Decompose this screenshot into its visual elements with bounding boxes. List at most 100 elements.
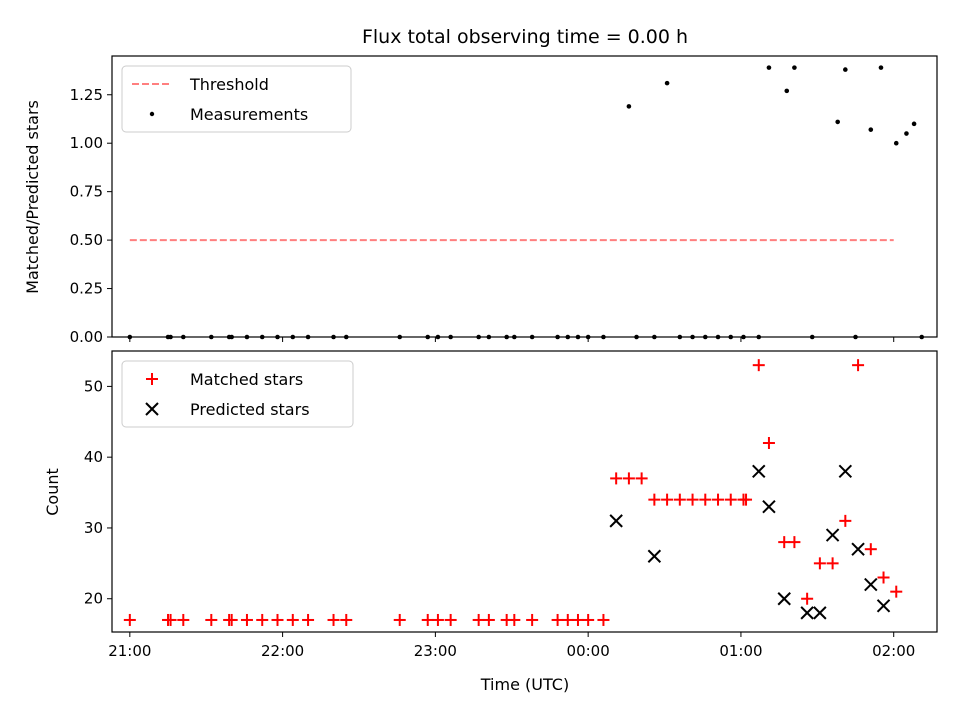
bottom-xtick-label: 01:00 — [719, 642, 762, 660]
matched-stars-point — [686, 493, 699, 506]
bottom-ytick-label: 50 — [84, 377, 103, 395]
measurements-point — [878, 65, 884, 70]
matched-stars-point — [551, 613, 564, 626]
matched-stars-point — [482, 613, 495, 626]
matched-stars-point — [890, 585, 903, 598]
legend-threshold-label: Threshold — [189, 75, 269, 94]
matched-stars-point — [852, 359, 865, 372]
matched-stars-point — [661, 493, 674, 506]
predicted-stars-point — [647, 549, 662, 563]
matched-stars-point — [582, 613, 595, 626]
measurements-point — [843, 67, 848, 72]
legend-predicted-swatch — [145, 402, 159, 416]
matched-stars-point — [712, 493, 725, 506]
matched-stars-point — [256, 613, 269, 626]
matched-stars-point — [177, 613, 190, 626]
legend-matched-label: Matched stars — [190, 370, 303, 389]
bottom-panel-axes: 20 30 40 50 21:00 22:00 23:00 00:00 01:00 02:00 — [84, 377, 915, 660]
bottom-legend-box — [121, 360, 354, 428]
legend-measurements-swatch — [149, 111, 155, 117]
matched-stars-point — [431, 613, 444, 626]
measurements-point — [868, 127, 874, 132]
measurements-point — [626, 104, 632, 109]
matched-stars-point — [752, 359, 765, 372]
matched-stars-point — [788, 536, 801, 549]
matched-stars-point — [571, 613, 584, 626]
top-panel-axes: 0.00 0.25 0.50 0.75 1.00 1.25 — [70, 86, 895, 346]
measurements-point — [911, 121, 917, 127]
matched-stars-point — [225, 613, 238, 626]
bottom-ytick-label: 30 — [84, 519, 103, 537]
top-ytick-label: 1.00 — [70, 134, 103, 152]
matched-stars-point — [327, 613, 340, 626]
top-legend-box — [121, 65, 352, 133]
matched-stars-point — [826, 557, 839, 570]
matched-stars-point — [673, 493, 686, 506]
matched-stars-point — [839, 514, 852, 527]
top-ytick-label: 1.25 — [70, 86, 103, 104]
bottom-xtick-label: 23:00 — [414, 642, 457, 660]
top-panel-ylabel: Matched/Predicted stars — [23, 100, 42, 294]
measurements-point — [784, 88, 790, 94]
matched-stars-point — [421, 613, 434, 626]
top-panel: Flux total observing time = 0.00 h Match… — [23, 26, 938, 346]
matched-stars-point — [526, 613, 539, 626]
matched-stars-point — [597, 613, 610, 626]
matched-stars-point — [444, 613, 457, 626]
bottom-panel-ylabel: Count — [43, 468, 62, 516]
measurements-point — [792, 65, 797, 70]
top-ytick-label: 0.00 — [70, 328, 103, 346]
matched-stars-point — [205, 613, 218, 626]
predicted-stars-point — [825, 528, 840, 542]
predicted-stars-point — [864, 577, 878, 592]
predicted-stars-point — [800, 606, 814, 620]
predicted-stars-point — [609, 514, 623, 528]
top-ytick-label: 0.50 — [70, 231, 103, 249]
matched-stars-point — [877, 571, 890, 584]
top-ytick-label: 0.25 — [70, 280, 103, 298]
matched-stars-point — [762, 437, 775, 450]
measurements-point — [904, 131, 909, 136]
bottom-xtick-label: 02:00 — [872, 642, 915, 660]
matched-stars-point — [240, 613, 253, 626]
legend-measurements-label: Measurements — [190, 105, 308, 124]
predicted-stars-point — [876, 599, 891, 613]
matched-stars-point — [164, 613, 177, 626]
matched-stars-point — [393, 613, 406, 626]
measurements-point — [893, 140, 899, 146]
predicted-stars-point — [813, 606, 827, 620]
matched-stars-point — [508, 613, 521, 626]
matched-stars-point — [340, 613, 353, 626]
predicted-stars-point — [851, 542, 865, 556]
matched-stars-point — [271, 613, 284, 626]
matched-stars-point — [622, 472, 635, 485]
legend-predicted-label: Predicted stars — [190, 400, 310, 419]
matched-stars-point — [123, 613, 136, 626]
bottom-panel-marks — [123, 359, 903, 626]
bottom-xtick-label: 00:00 — [567, 642, 610, 660]
bottom-xtick-label: 22:00 — [261, 642, 304, 660]
bottom-ytick-label: 40 — [84, 448, 103, 466]
matched-stars-point — [724, 493, 737, 506]
top-panel-title: Flux total observing time = 0.00 h — [362, 26, 688, 48]
predicted-stars-point — [762, 500, 776, 514]
matched-stars-point — [864, 543, 877, 556]
matched-stars-point — [302, 613, 315, 626]
matched-stars-point — [813, 557, 826, 570]
legend-matched-swatch — [146, 373, 158, 385]
predicted-stars-point — [777, 592, 791, 606]
matched-stars-point — [635, 472, 648, 485]
bottom-panel: Count Time (UTC) 20 30 40 50 21:00 22:00 23:00… — [43, 350, 938, 694]
top-ytick-label: 0.75 — [70, 183, 103, 201]
bottom-xtick-label: 21:00 — [108, 642, 151, 660]
matched-stars-point — [610, 472, 623, 485]
matched-stars-point — [286, 613, 299, 626]
measurements-point — [766, 65, 772, 70]
bottom-panel-legend: Matched stars Predicted stars — [121, 360, 354, 428]
predicted-stars-point — [838, 464, 853, 479]
top-panel-frame — [111, 55, 938, 338]
matched-stars-point — [472, 613, 485, 626]
matched-stars-point — [801, 592, 814, 605]
measurements-point — [835, 119, 840, 125]
